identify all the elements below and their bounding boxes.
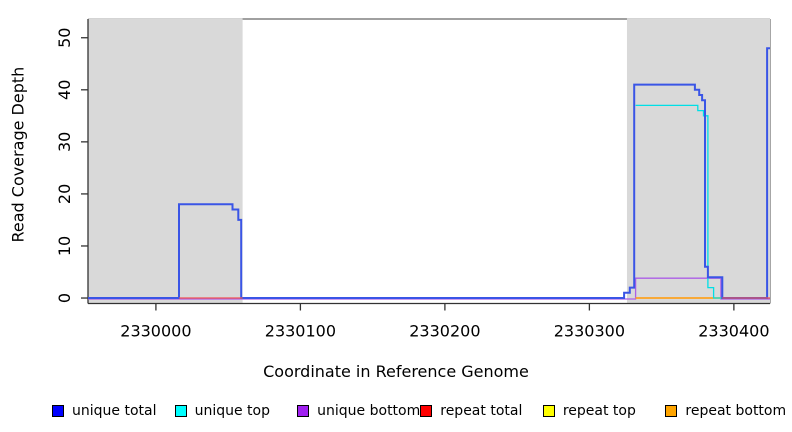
legend-item-repeat-top: repeat top bbox=[542, 403, 666, 419]
legend-label: repeat total bbox=[440, 403, 523, 419]
y-tick-label: 0 bbox=[55, 293, 74, 303]
legend-swatch-icon bbox=[665, 405, 678, 417]
left-gray-region bbox=[88, 18, 243, 304]
y-tick-label: 50 bbox=[55, 28, 74, 48]
legend-label: repeat bottom bbox=[685, 403, 787, 419]
y-tick-label: 40 bbox=[55, 80, 74, 100]
legend-item-unique-bottom: unique bottom bbox=[297, 403, 420, 419]
x-axis-title: Coordinate in Reference Genome bbox=[263, 362, 529, 381]
legend-swatch-icon bbox=[542, 405, 555, 417]
y-tick-label: 30 bbox=[55, 132, 74, 152]
x-tick-label: 2330200 bbox=[409, 322, 480, 341]
legend-swatch-icon bbox=[52, 405, 64, 417]
legend-label: unique bottom bbox=[317, 403, 421, 419]
legend-item-unique-total: unique total bbox=[52, 403, 175, 419]
x-tick-label: 2330000 bbox=[120, 322, 191, 341]
legend-label: unique total bbox=[72, 403, 157, 419]
legend-swatch-icon bbox=[420, 405, 433, 417]
legend-swatch-icon bbox=[174, 405, 187, 417]
x-tick-label: 2330400 bbox=[698, 322, 769, 341]
legend-item-repeat-bottom: repeat bottom bbox=[665, 403, 788, 419]
legend-label: unique top bbox=[194, 403, 270, 419]
legend-item-repeat-total: repeat total bbox=[420, 403, 543, 419]
y-axis-title: Read Coverage Depth bbox=[8, 66, 28, 243]
chart-legend: unique total unique top unique bottom repea… bbox=[52, 398, 788, 424]
right-gray-region bbox=[626, 18, 770, 304]
legend-item-unique-top: unique top bbox=[174, 403, 298, 419]
y-tick-label: 20 bbox=[55, 184, 74, 204]
series-line-unique-total bbox=[88, 47, 770, 299]
y-tick-label: 10 bbox=[55, 236, 74, 256]
x-tick-label: 2330100 bbox=[265, 322, 336, 341]
x-tick-label: 2330300 bbox=[554, 322, 625, 341]
legend-label: repeat top bbox=[562, 403, 636, 419]
legend-swatch-icon bbox=[297, 405, 310, 417]
